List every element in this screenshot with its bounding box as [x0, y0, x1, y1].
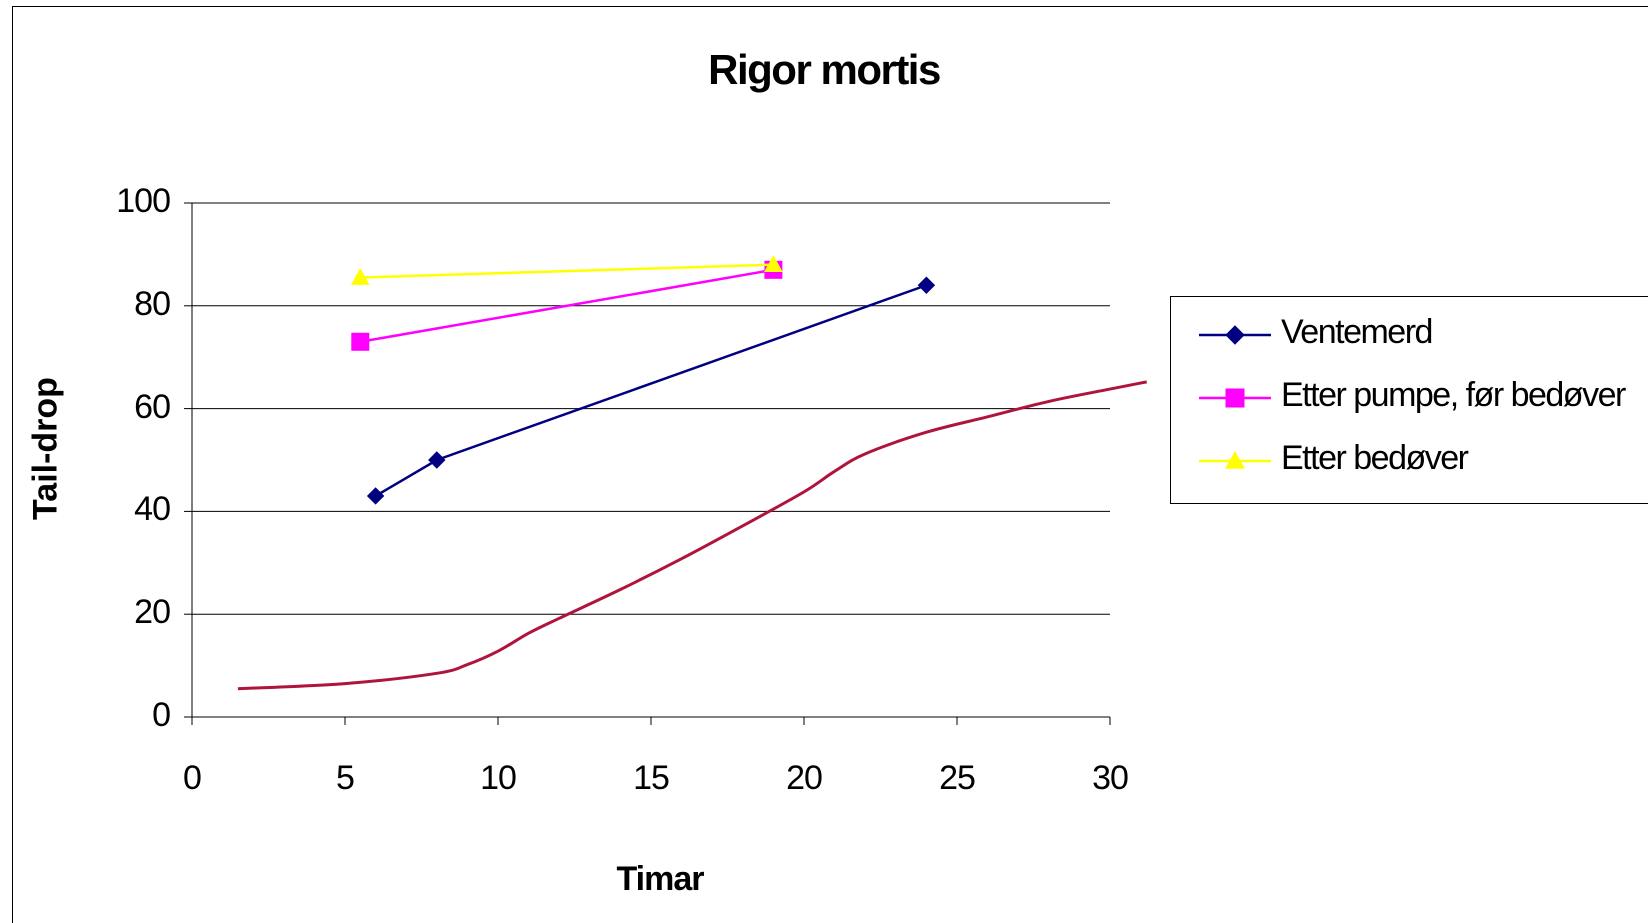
chart-frame: [12, 6, 1648, 923]
data-point-etter-bed-ver: [764, 255, 783, 272]
chart-title: Rigor mortis: [708, 46, 941, 93]
x-tick-label: 20: [786, 759, 823, 797]
y-tick-label: 60: [134, 387, 171, 426]
series-line-etter-bed-ver: [360, 263, 774, 279]
legend-swatch: [1199, 325, 1271, 345]
y-tick-label: 40: [134, 490, 171, 529]
x-tick-label: 30: [1092, 759, 1129, 797]
legend-item: Etter bedøver: [1171, 439, 1648, 483]
legend-marker: [1225, 388, 1245, 408]
series-line-etter-pumpe-f-r-bed-ver: [360, 268, 774, 344]
y-axis-label: Tail-drop: [26, 377, 65, 520]
x-axis-label: Timar: [616, 860, 705, 898]
legend-label: Etter pumpe, før bedøver: [1281, 376, 1626, 414]
data-point-ventemerd: [366, 487, 385, 505]
legend-marker: [1225, 450, 1245, 469]
legend-swatch: [1199, 450, 1271, 469]
legend-label: Etter bedøver: [1281, 439, 1469, 477]
legend-marker: [1225, 325, 1245, 345]
data-point-etter-pumpe-f-r-bed-ver: [351, 332, 370, 351]
x-tick-label: 25: [939, 759, 976, 797]
x-tick-label: 15: [633, 759, 670, 797]
data-point-ventemerd: [917, 276, 936, 294]
legend-item: Ventemerd: [1171, 313, 1648, 357]
y-tick-label: 80: [134, 284, 171, 323]
legend-label: Ventemerd: [1281, 313, 1433, 351]
data-point-ventemerd: [428, 451, 446, 469]
y-tick-label: 20: [134, 593, 171, 632]
x-tick-label: 5: [336, 759, 355, 797]
legend-item: Etter pumpe, før bedøver: [1171, 376, 1648, 420]
legend-swatch: [1199, 388, 1271, 408]
series-line-curve: [237, 380, 1148, 691]
y-tick-label: 0: [152, 696, 171, 734]
x-tick-label: 10: [480, 759, 517, 797]
legend: Ventemerd Etter pumpe, før bedøver Etter b…: [1170, 296, 1648, 504]
data-point-etter-bed-ver: [350, 268, 370, 285]
x-tick-label: 0: [183, 759, 202, 797]
y-tick-label: 100: [116, 182, 171, 220]
